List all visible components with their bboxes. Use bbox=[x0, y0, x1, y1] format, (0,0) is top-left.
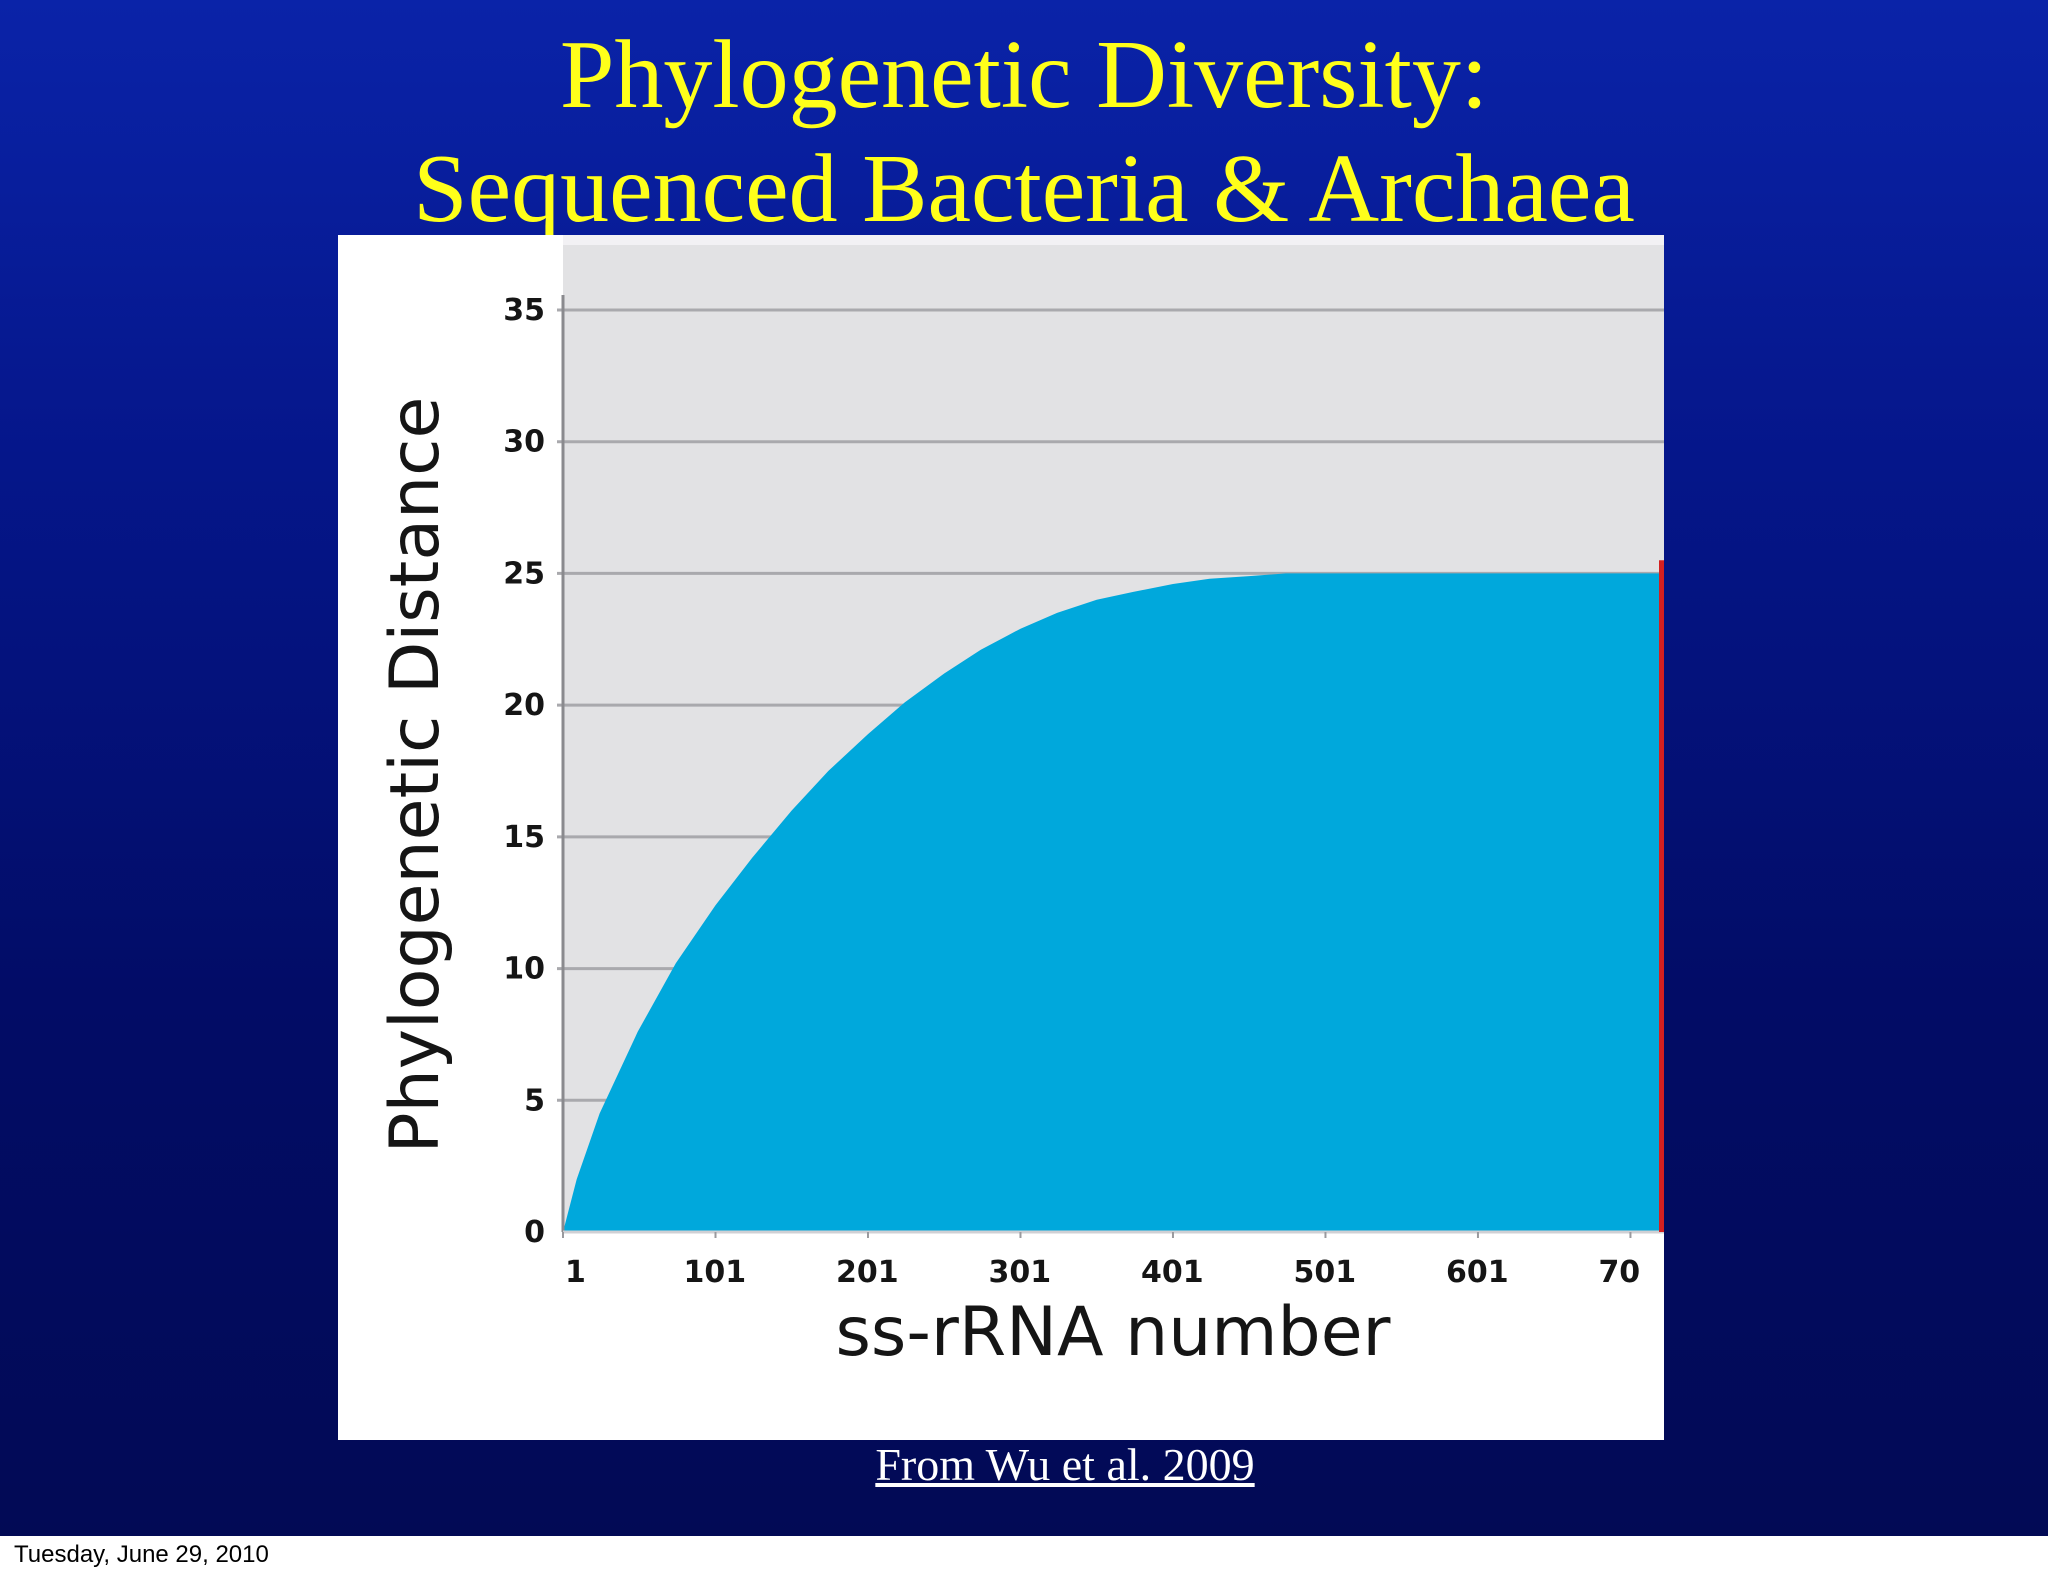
x-tick-label-1: 1 bbox=[565, 1255, 586, 1290]
chart-panel: 0 5 10 15 20 25 30 35 1 101 201 301 401 501 601 70 Phy… bbox=[338, 235, 1664, 1440]
citation-link[interactable]: From Wu et al. 2009 bbox=[875, 1439, 1255, 1490]
y-tick-label-20: 20 bbox=[503, 688, 545, 723]
x-axis-title: ss-rRNA number bbox=[836, 1293, 1391, 1372]
x-axis-ticks: 1 101 201 301 401 501 601 70 bbox=[562, 1232, 1640, 1290]
x-tick-label-101: 101 bbox=[683, 1255, 746, 1290]
y-tick-label-10: 10 bbox=[503, 952, 545, 987]
area-chart: 0 5 10 15 20 25 30 35 1 101 201 301 401 501 601 70 Phy… bbox=[376, 235, 1664, 1372]
slide-title-line2: Sequenced Bacteria & Archaea bbox=[413, 135, 1635, 243]
x-tick-label-70: 70 bbox=[1598, 1255, 1640, 1290]
footer-date: Tuesday, June 29, 2010 bbox=[14, 1541, 269, 1568]
red-marker-line bbox=[1659, 560, 1664, 1232]
y-axis-title: Phylogenetic Distance bbox=[376, 397, 455, 1154]
x-tick-label-601: 601 bbox=[1446, 1255, 1509, 1290]
y-tick-label-15: 15 bbox=[503, 820, 545, 855]
y-tick-label-0: 0 bbox=[524, 1215, 545, 1250]
slide-background: Phylogenetic Diversity: Sequenced Bacter… bbox=[0, 0, 2048, 1536]
y-tick-label-30: 30 bbox=[503, 425, 545, 460]
slide-title: Phylogenetic Diversity: Sequenced Bacter… bbox=[0, 18, 2048, 246]
x-tick-label-401: 401 bbox=[1141, 1255, 1204, 1290]
y-tick-label-35: 35 bbox=[503, 293, 545, 328]
series-area bbox=[563, 573, 1664, 1232]
x-tick-label-301: 301 bbox=[988, 1255, 1051, 1290]
y-axis-ticks: 0 5 10 15 20 25 30 35 bbox=[503, 293, 545, 1250]
slide-title-line1: Phylogenetic Diversity: bbox=[559, 21, 1489, 129]
x-tick-label-501: 501 bbox=[1293, 1255, 1356, 1290]
x-tick-label-201: 201 bbox=[836, 1255, 899, 1290]
y-tick-label-5: 5 bbox=[524, 1083, 545, 1118]
y-tick-label-25: 25 bbox=[503, 556, 545, 591]
